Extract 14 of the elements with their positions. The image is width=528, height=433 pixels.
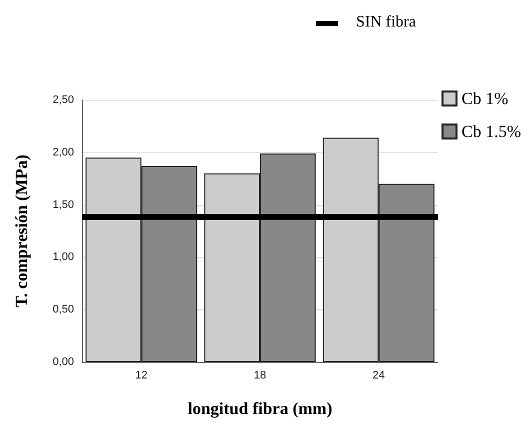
legend-label: Cb 1% (462, 89, 508, 108)
x-axis-title: longitud fibra (mm) (188, 399, 332, 418)
y-tick-label: 0,00 (52, 356, 74, 368)
x-tick-label: 24 (372, 370, 385, 382)
legend-label: SIN fibra (356, 14, 416, 30)
y-tick-label: 1,50 (52, 198, 74, 211)
x-tick-label: 12 (135, 370, 148, 382)
y-tick-label: 2,00 (52, 146, 74, 158)
y-tick-label: 0,50 (52, 304, 74, 316)
x-tick-label: 18 (254, 370, 266, 382)
y-tick-label: 2,50 (52, 94, 74, 106)
y-axis-title: T. compresión (MPa) (12, 154, 31, 308)
y-tick-label: 1,00 (52, 251, 74, 264)
legend-label: Cb 1.5% (462, 122, 521, 141)
